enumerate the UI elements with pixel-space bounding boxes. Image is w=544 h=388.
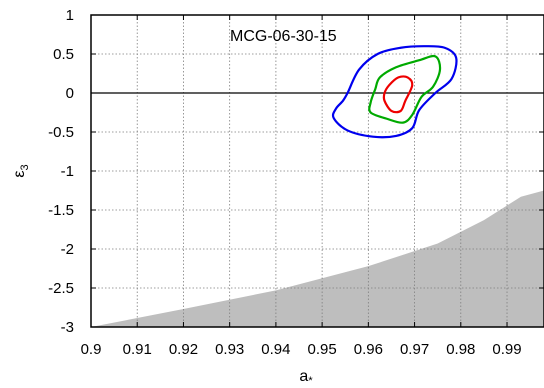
x-tick-label: 0.98 [446,341,475,358]
y-tick-label: -3 [61,319,74,336]
x-tick-label: 0.93 [215,341,244,358]
y-tick-label: -1.5 [48,202,74,219]
y-tick-label: -2 [61,241,74,258]
chart-annotation: MCG-06-30-15 [230,28,337,45]
y-axis-label-subscript: 3 [19,164,31,170]
x-axis-label-main: a [299,368,308,385]
x-tick-labels: 0.9 0.91 0.92 0.93 0.94 0.95 0.96 0.97 0.98 0.99 [81,15,522,358]
x-tick-label: 0.97 [400,341,429,358]
x-tick-label: 0.95 [308,341,337,358]
x-tick-label: 0.91 [123,341,152,358]
y-tick-label: -0.5 [48,124,74,141]
y-tick-label: 1 [66,7,74,24]
y-tick-label: 0.5 [53,46,74,63]
x-tick-label: 0.94 [261,341,290,358]
grid-layer [91,15,544,327]
contour-line-2 [368,54,442,124]
y-axis-label-main: ε [11,170,28,177]
x-tick-label: 0.9 [81,341,102,358]
y-tick-label: 0 [66,85,74,102]
x-axis-label: a* [299,368,313,387]
x-tick-label: 0.99 [492,341,521,358]
x-axis-label-subscript: * [308,375,313,387]
excluded-region [91,190,544,327]
y-axis-label: ε3 [11,164,31,177]
contour-line-3 [382,75,414,114]
contour-layer [331,45,458,139]
y-tick-label: -2.5 [48,280,74,297]
y-tick-label: -1 [61,163,74,180]
y-tick-labels: 1 0.5 0 -0.5 -1 -1.5 -2 -2.5 -3 [48,7,544,336]
x-tick-label: 0.96 [354,341,383,358]
excluded-region-layer [91,190,544,327]
x-tick-label: 0.92 [169,341,198,358]
contour-line-1 [331,45,458,139]
